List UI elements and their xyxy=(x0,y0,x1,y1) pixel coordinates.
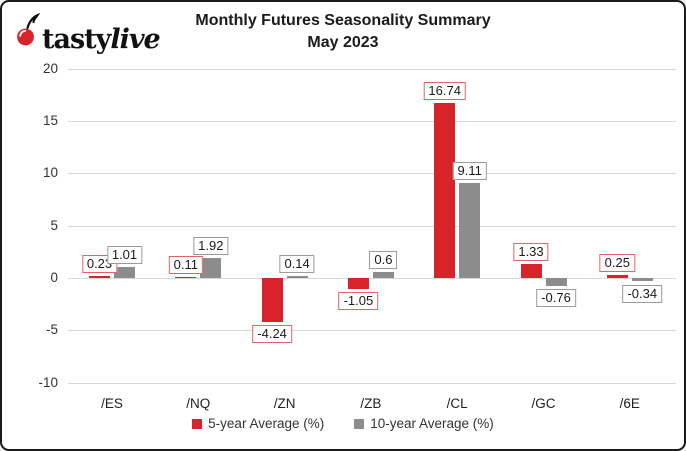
bar-5yr-NQ xyxy=(175,276,197,278)
gridline-y-0 xyxy=(68,277,676,279)
data-label-10yr-GC: -0.76 xyxy=(536,288,576,307)
bar-10yr-GC xyxy=(545,277,567,286)
data-label-5yr-6E: 0.25 xyxy=(599,254,635,273)
gridline-y-15 xyxy=(68,120,676,122)
gridline-y-10 xyxy=(68,173,676,175)
bar-10yr-ZB xyxy=(372,271,394,278)
x-axis-label-ES: /ES xyxy=(101,396,123,411)
gridline-y-5 xyxy=(68,225,676,227)
data-label-5yr-CL: 16.74 xyxy=(423,81,466,100)
data-label-10yr-ZB: 0.6 xyxy=(369,250,398,269)
y-axis-tick-10: 10 xyxy=(42,165,58,181)
bar-10yr-ES xyxy=(114,267,135,278)
chart-legend: 5-year Average (%) 10-year Average (%) xyxy=(2,416,684,431)
bar-10yr-NQ xyxy=(200,257,222,278)
data-label-10yr-6E: -0.34 xyxy=(622,284,663,303)
x-axis-label-GC: /GC xyxy=(531,396,556,411)
legend-item-10yr: 10-year Average (%) xyxy=(354,416,494,431)
y-axis-tick-15: 15 xyxy=(42,112,58,128)
data-label-10yr-ES: 1.01 xyxy=(106,246,143,265)
bar-10yr-6E xyxy=(631,277,653,282)
chart-title: Monthly Futures Seasonality Summary May … xyxy=(2,10,684,54)
brand-wordmark: tastylive xyxy=(42,24,161,55)
x-axis-label-CL: /CL xyxy=(446,396,468,411)
data-label-5yr-GC: 1.33 xyxy=(513,243,549,261)
x-axis-label-ZB: /ZB xyxy=(360,396,382,411)
x-axis-label-6E: /6E xyxy=(619,396,640,411)
y-axis-tick-0: 0 xyxy=(50,269,58,285)
cherry-icon xyxy=(16,12,41,53)
bar-10yr-CL xyxy=(459,182,481,278)
y-axis-tick--10: -10 xyxy=(38,374,58,390)
bar-5yr-GC xyxy=(520,264,542,278)
bar-5yr-6E xyxy=(606,275,628,278)
legend-swatch-10yr-icon xyxy=(354,418,365,429)
data-label-10yr-NQ: 1.92 xyxy=(193,236,229,255)
data-label-5yr-ZN: -4.24 xyxy=(252,325,292,344)
bar-5yr-ES xyxy=(89,275,110,278)
legend-item-5yr: 5-year Average (%) xyxy=(192,416,324,431)
y-axis-tick-20: 20 xyxy=(42,60,58,76)
bar-10yr-ZN xyxy=(286,276,308,278)
chart-title-line2: May 2023 xyxy=(307,34,379,51)
data-label-5yr-NQ: 0.11 xyxy=(168,255,203,274)
chart-title-line1: Monthly Futures Seasonality Summary xyxy=(195,12,491,29)
x-axis-label-ZN: /ZN xyxy=(273,396,296,411)
data-label-5yr-ZB: -1.05 xyxy=(338,291,379,310)
legend-label-5yr: 5-year Average (%) xyxy=(208,416,325,431)
gridline-y--5 xyxy=(68,330,676,332)
legend-label-10yr: 10-year Average (%) xyxy=(370,416,494,431)
gridline-y-20 xyxy=(68,68,676,70)
gridline-y--10 xyxy=(68,382,676,384)
tastylive-logo: tastylive xyxy=(16,12,161,55)
data-label-10yr-ZN: 0.14 xyxy=(279,255,315,274)
bar-5yr-CL xyxy=(434,102,456,278)
y-axis-tick-5: 5 xyxy=(50,217,58,233)
x-axis-label-NQ: /NQ xyxy=(186,396,211,411)
data-label-10yr-CL: 9.11 xyxy=(452,161,487,180)
legend-swatch-5yr-icon xyxy=(192,418,203,429)
bar-5yr-ZN xyxy=(261,277,283,323)
bar-5yr-ZB xyxy=(347,277,369,289)
y-axis-tick--5: -5 xyxy=(45,322,58,338)
